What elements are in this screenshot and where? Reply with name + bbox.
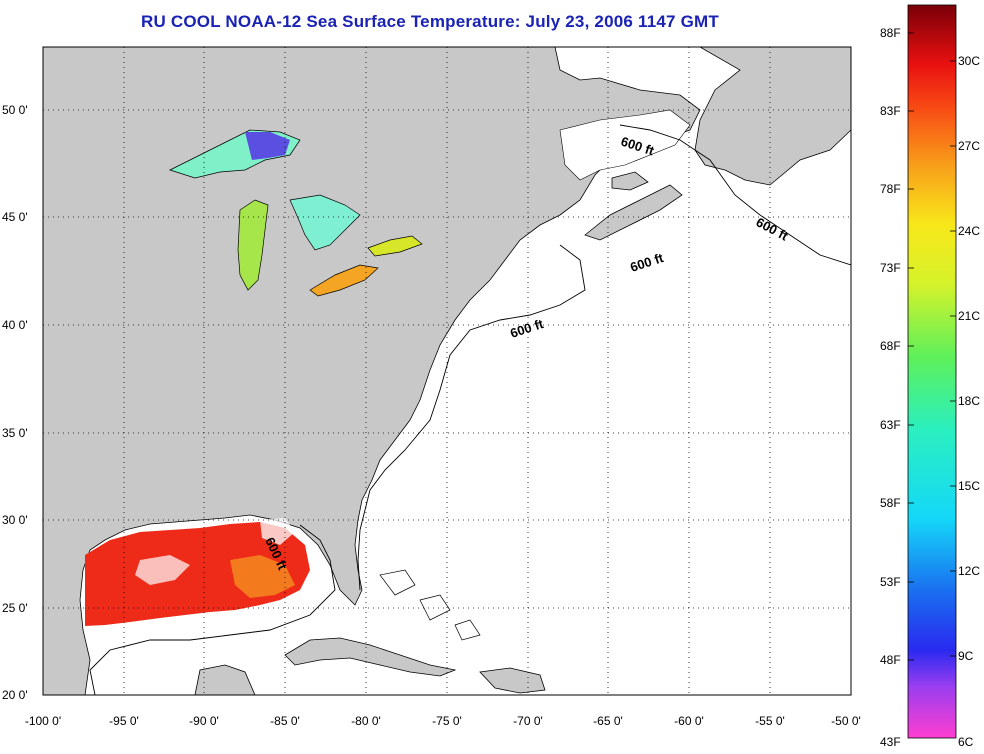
lake-erie [309,264,379,297]
cuba-land [284,637,457,677]
longitude-tick-labels: -100 0' -95 0' -90 0' -85 0' -80 0' -75 … [25,714,861,728]
lon-tick-label: -95 0' [109,714,139,728]
lake-superior-cold [245,132,290,160]
gulf-sst-orange [230,555,295,598]
lon-tick-label: -60 0' [674,714,704,728]
gulf-st-lawrence [559,109,691,181]
lon-tick-label: -55 0' [755,714,785,728]
lon-tick-label: -90 0' [189,714,219,728]
isobath-600ft [89,124,851,695]
hispaniola-land [479,667,546,694]
lat-tick-label: 50 0' [2,103,28,117]
lake-michigan [237,199,269,291]
map-frame [42,46,852,696]
lat-tick-label: 35 0' [2,426,28,440]
lon-tick-label: -50 0' [831,714,861,728]
bahamas-outline [379,569,481,641]
pei-land [611,171,649,191]
nova-scotia-land [584,184,683,241]
gulf-sst-white2 [260,518,295,545]
lon-tick-label: -70 0' [513,714,543,728]
lat-tick-label: 25 0' [2,601,28,615]
lon-tick-label: -100 0' [25,714,61,728]
yucatan-land [194,664,256,695]
map-title: RU COOL NOAA-12 Sea Surface Temperature:… [141,12,719,31]
newfoundland-land [694,47,851,186]
latitude-tick-labels: 20 0' 25 0' 30 0' 35 0' 40 0' 45 0' 50 0… [2,103,28,702]
lake-ontario [367,235,423,257]
lat-tick-label: 45 0' [2,210,28,224]
lat-tick-label: 30 0' [2,513,28,527]
gulf-sst-white [135,555,190,585]
lat-tick-label: 40 0' [2,318,28,332]
lon-tick-label: -75 0' [432,714,462,728]
lat-tick-label: 20 0' [2,688,28,702]
lon-tick-label: -85 0' [270,714,300,728]
lon-tick-label: -65 0' [593,714,623,728]
lake-huron [289,194,361,251]
lon-tick-label: -80 0' [351,714,381,728]
gulf-sst-warm [85,522,310,626]
